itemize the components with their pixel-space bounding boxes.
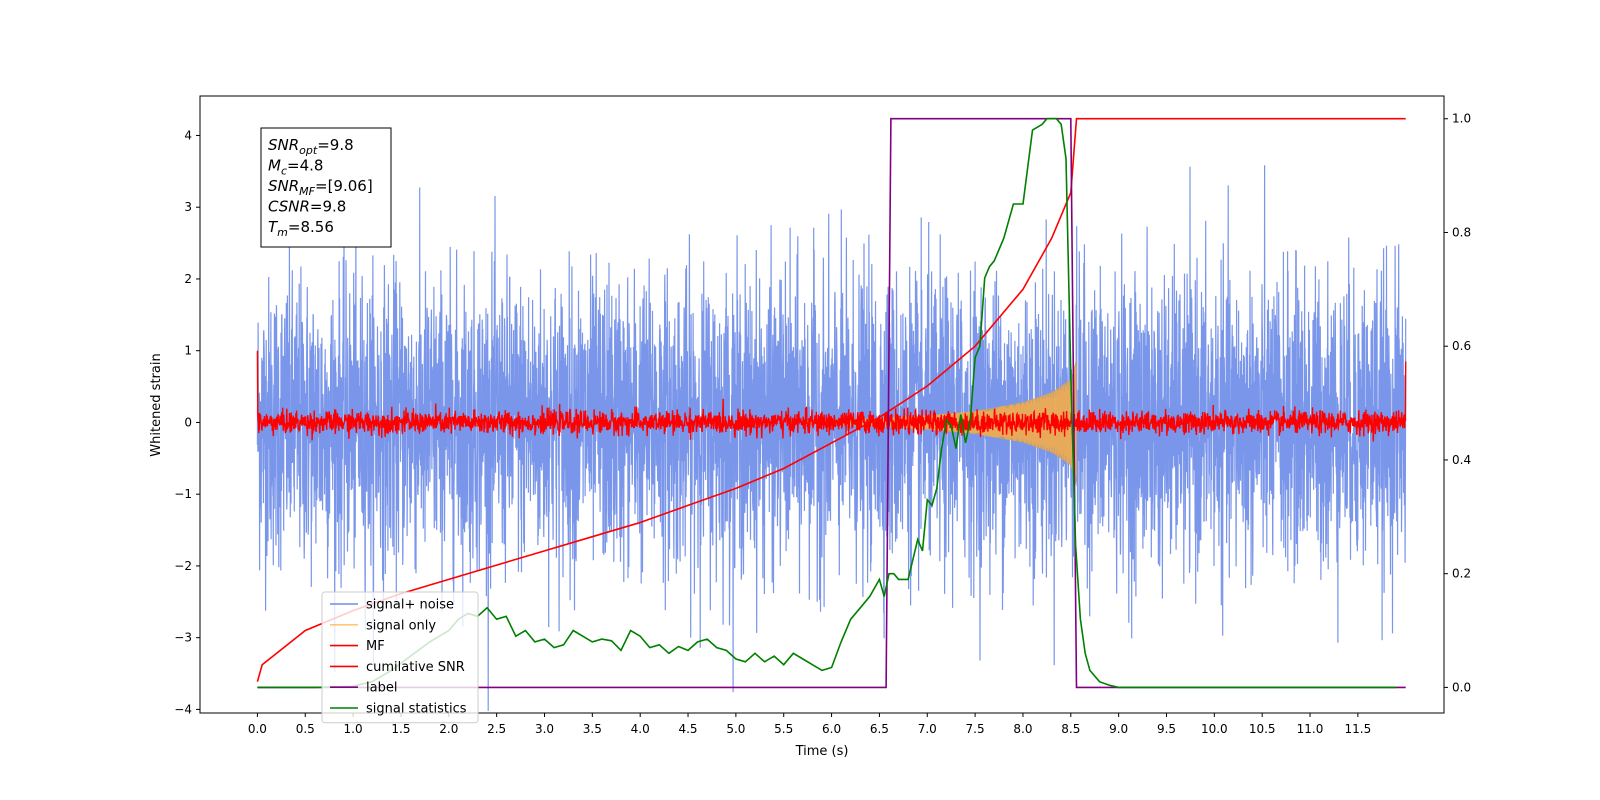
x-tick-label: 8.0 [1013,722,1032,736]
x-tick-label: 9.5 [1157,722,1176,736]
annotation-line: SNRopt=9.8 [268,136,354,157]
y-tick-label: −3 [174,631,192,645]
x-tick-label: 11.0 [1297,722,1324,736]
y-tick-label: 1 [184,344,192,358]
mf-series [256,350,1407,442]
y-right-tick-label: 0.2 [1452,567,1471,581]
legend-frame [321,591,479,724]
plot-frame [199,95,1445,714]
y-axis-label: Whitened strain [149,353,164,456]
x-tick-label: 6.5 [870,722,889,736]
annotation-line: Tm=8.56 [268,218,334,239]
y-right-tick-label: 0.6 [1452,339,1471,353]
x-tick-label: 4.5 [678,722,697,736]
y-right-tick-label: 0.4 [1452,453,1471,467]
x-tick-label: 9.0 [1109,722,1128,736]
x-tick-label: 2.5 [487,722,506,736]
x-tick-label: 3.0 [535,722,554,736]
annotation-line: Mc=4.8 [268,157,323,178]
x-tick-label: 7.0 [918,722,937,736]
x-tick-label: 4.0 [631,722,650,736]
legend-label: signal statistics [366,702,467,717]
y-tick-label: 4 [184,128,192,142]
x-tick-label: 7.5 [966,722,985,736]
y-tick-label: 0 [184,415,192,429]
x-tick-label: 1.5 [391,722,410,736]
legend-label: MF [366,639,385,654]
y-tick-label: 2 [184,272,192,286]
y-tick-label: −2 [174,559,192,573]
legend-label: signal only [366,618,436,633]
x-tick-label: 8.5 [1061,722,1080,736]
series-signal-statistics [257,117,1397,689]
x-tick-label: 3.5 [583,722,602,736]
x-tick-label: 11.5 [1345,722,1372,736]
y-axis-left: −4 −3 −2 −1 0 1 2 3 4 [174,128,200,716]
y-right-tick-label: 0.0 [1452,680,1471,694]
x-tick-label: 6.0 [822,722,841,736]
series-mf [256,350,1407,442]
x-tick-label: 5.0 [726,722,745,736]
y-tick-label: 3 [184,200,192,214]
legend: signal+ noise signal only MF cumilative SNR… [321,591,479,724]
x-axis-label: Time (s) [795,744,849,759]
legend-label: label [366,681,397,696]
y-tick-label: −4 [174,702,192,716]
x-tick-label: 10.5 [1249,722,1276,736]
legend-label: signal+ noise [366,598,454,613]
x-tick-label: 0.5 [296,722,315,736]
y-right-tick-label: 0.8 [1452,225,1471,239]
x-tick-label: 1.0 [344,722,363,736]
annotation-line: CSNR=9.8 [268,198,346,216]
y-tick-label: −1 [174,487,192,501]
y-axis-right: 0.0 0.2 0.4 0.6 0.8 1.0 [1444,112,1471,694]
x-tick-label: 0.0 [248,722,267,736]
x-tick-label: 10.0 [1201,722,1228,736]
legend-label: cumilative SNR [366,660,465,675]
x-tick-label: 5.5 [774,722,793,736]
annotation-frame [260,127,392,248]
x-axis: 0.0 0.5 1.0 1.5 2.0 2.5 3.0 3.5 4.0 4.5 5.0 5.5 6.0 6… [248,713,1371,736]
x-tick-label: 2.0 [439,722,458,736]
y-right-tick-label: 1.0 [1452,112,1471,126]
annotation-line: SNRMF=[9.06] [268,177,373,198]
